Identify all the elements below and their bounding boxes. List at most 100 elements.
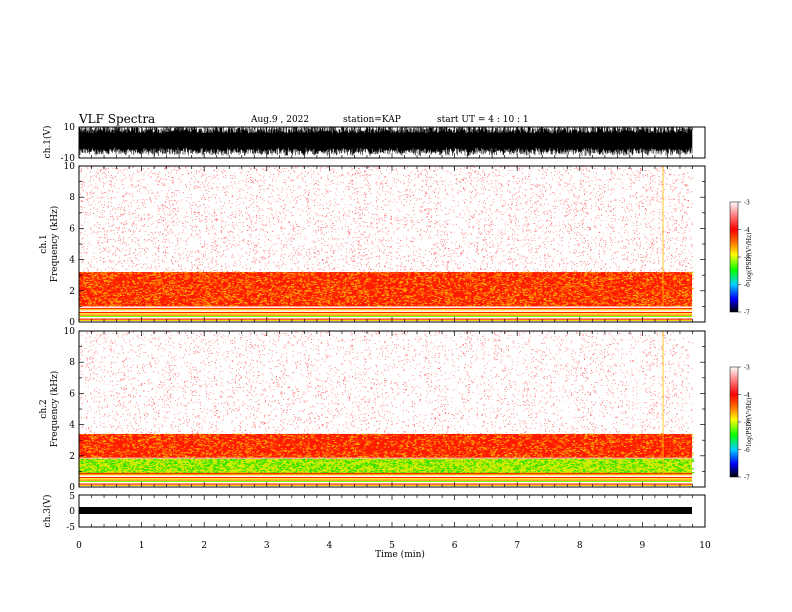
spectrogram-streak xyxy=(353,331,355,466)
spectrogram-streak xyxy=(491,331,492,458)
spectrogram-streak xyxy=(106,166,107,304)
spectrogram-streak xyxy=(636,331,638,465)
spectrogram-streak xyxy=(654,166,657,263)
time-tick-label: 1 xyxy=(139,541,145,551)
spectrogram-streak xyxy=(623,331,625,458)
spectrogram-streak xyxy=(223,331,226,469)
spectrogram-streak xyxy=(563,331,565,441)
spectrogram-streak xyxy=(131,331,134,456)
spectrogram-streak xyxy=(329,331,331,450)
spectrogram-streak xyxy=(553,166,555,295)
spectrogram-streak xyxy=(162,331,165,439)
spectrogram-streak xyxy=(648,166,650,293)
ch2-spectrogram-ylabel-frequency: Frequency (kHz) xyxy=(49,371,60,448)
spectrogram-streak xyxy=(567,331,569,469)
spectrogram-streak xyxy=(311,166,314,263)
spectrogram-streak xyxy=(489,331,491,457)
figure-title: VLF Spectra xyxy=(78,112,155,126)
spectrogram-streak xyxy=(96,331,99,463)
ch2-spectrogram-ylabel-channel: ch.2 xyxy=(39,399,49,418)
spectrogram-streak xyxy=(169,166,172,297)
spectrogram-streak xyxy=(99,331,101,427)
spectrogram-streak xyxy=(537,331,540,454)
spectrogram-streak xyxy=(179,166,181,292)
spectrogram-streak xyxy=(502,166,504,305)
spectrogram-streak xyxy=(218,331,220,468)
frequency-tick-label: 8 xyxy=(69,358,75,368)
spectrogram-streak xyxy=(479,331,480,464)
spectrogram-streak xyxy=(394,166,396,272)
ch1-waveform-path xyxy=(79,127,693,157)
spectrogram-streak xyxy=(556,166,558,285)
spectrogram-streak xyxy=(313,331,316,447)
spectrogram-streak xyxy=(418,166,420,301)
frequency-tick-label: 0 xyxy=(69,483,75,493)
spectrogram-streak xyxy=(114,166,116,300)
spectrogram-streak xyxy=(409,331,411,465)
spectrogram-streak xyxy=(402,166,404,275)
time-tick-label: 10 xyxy=(699,541,711,551)
spectrogram-streak xyxy=(392,166,394,301)
time-axis-tick-labels: 0 1 2 3 4 5 6 7 8 9 10 xyxy=(76,541,711,551)
ch2-spectrogram-xticks xyxy=(78,331,706,487)
ch3-ytick-bottom: -5 xyxy=(66,523,75,533)
spectrogram-streak xyxy=(539,331,542,441)
spectrogram-streak xyxy=(88,166,90,287)
frequency-tick-label: 6 xyxy=(69,389,75,399)
spectrogram-streak xyxy=(633,331,636,463)
frequency-tick-label: 10 xyxy=(64,162,76,172)
colorbar-tick-label: -3 xyxy=(744,365,750,372)
colorbar-tick-label: -5 xyxy=(744,255,750,262)
spectrogram-streak xyxy=(331,331,333,463)
spectrogram-streak xyxy=(653,166,656,263)
ch1-spectrogram-yticks: 0 2 4 6 8 10 xyxy=(64,162,705,328)
spectrogram-green-mottle xyxy=(79,458,695,474)
spectrogram-streak xyxy=(239,166,242,280)
spectrogram-streak xyxy=(213,166,214,275)
spectrogram-streak xyxy=(333,331,335,458)
spectrogram-streak xyxy=(474,331,476,444)
spectrogram-streak xyxy=(153,166,155,276)
spectrogram-streak xyxy=(200,166,202,294)
spectrogram-streak xyxy=(442,331,444,435)
ch1-waveform-xticks xyxy=(78,127,706,158)
spectrogram-streak xyxy=(606,166,609,303)
spectrogram-streak xyxy=(254,166,255,267)
spectrogram-streak xyxy=(264,166,266,279)
frequency-tick-label: 2 xyxy=(69,452,75,462)
frequency-tick-label: 10 xyxy=(64,327,76,337)
colorbar-tick-label: -3 xyxy=(744,200,750,207)
spectrogram-streak xyxy=(192,166,194,296)
spectrogram-streak xyxy=(178,331,180,426)
spectrogram-streak xyxy=(503,166,506,285)
spectrogram-streak xyxy=(260,166,263,294)
spectrogram-streak xyxy=(569,331,571,447)
spectrogram-band-mottle xyxy=(79,271,694,307)
spectrogram-streak xyxy=(373,331,375,447)
spectrogram-streak xyxy=(450,166,451,298)
spectrogram-streak xyxy=(493,166,496,283)
spectrogram-streak xyxy=(610,331,613,444)
spectrogram-streak xyxy=(532,166,534,299)
spectrogram-streak xyxy=(451,166,453,272)
spectrogram-streak xyxy=(668,166,670,296)
spectrogram-streak xyxy=(209,166,212,275)
ch3-waveform-trace xyxy=(79,507,692,514)
spectrogram-streak xyxy=(627,331,629,454)
spectrogram-streak xyxy=(518,331,520,466)
frequency-tick-label: 8 xyxy=(69,193,75,203)
spectrogram-streak xyxy=(597,331,599,466)
time-tick-label: 6 xyxy=(452,541,458,551)
spectrogram-streak xyxy=(473,331,475,465)
spectrogram-streak xyxy=(85,166,87,294)
colorbar-tick-label: -6 xyxy=(744,447,750,454)
ch1-waveform-trace xyxy=(79,127,693,157)
ch1-spectrogram-ylabel-frequency: Frequency (kHz) xyxy=(49,206,60,283)
time-tick-label: 8 xyxy=(577,541,583,551)
spectrogram-streak xyxy=(256,331,258,470)
spectrogram-streak xyxy=(567,166,569,261)
spectrogram-streak xyxy=(238,166,240,296)
spectrogram-streak xyxy=(678,331,681,432)
spectrogram-streak xyxy=(414,166,416,287)
